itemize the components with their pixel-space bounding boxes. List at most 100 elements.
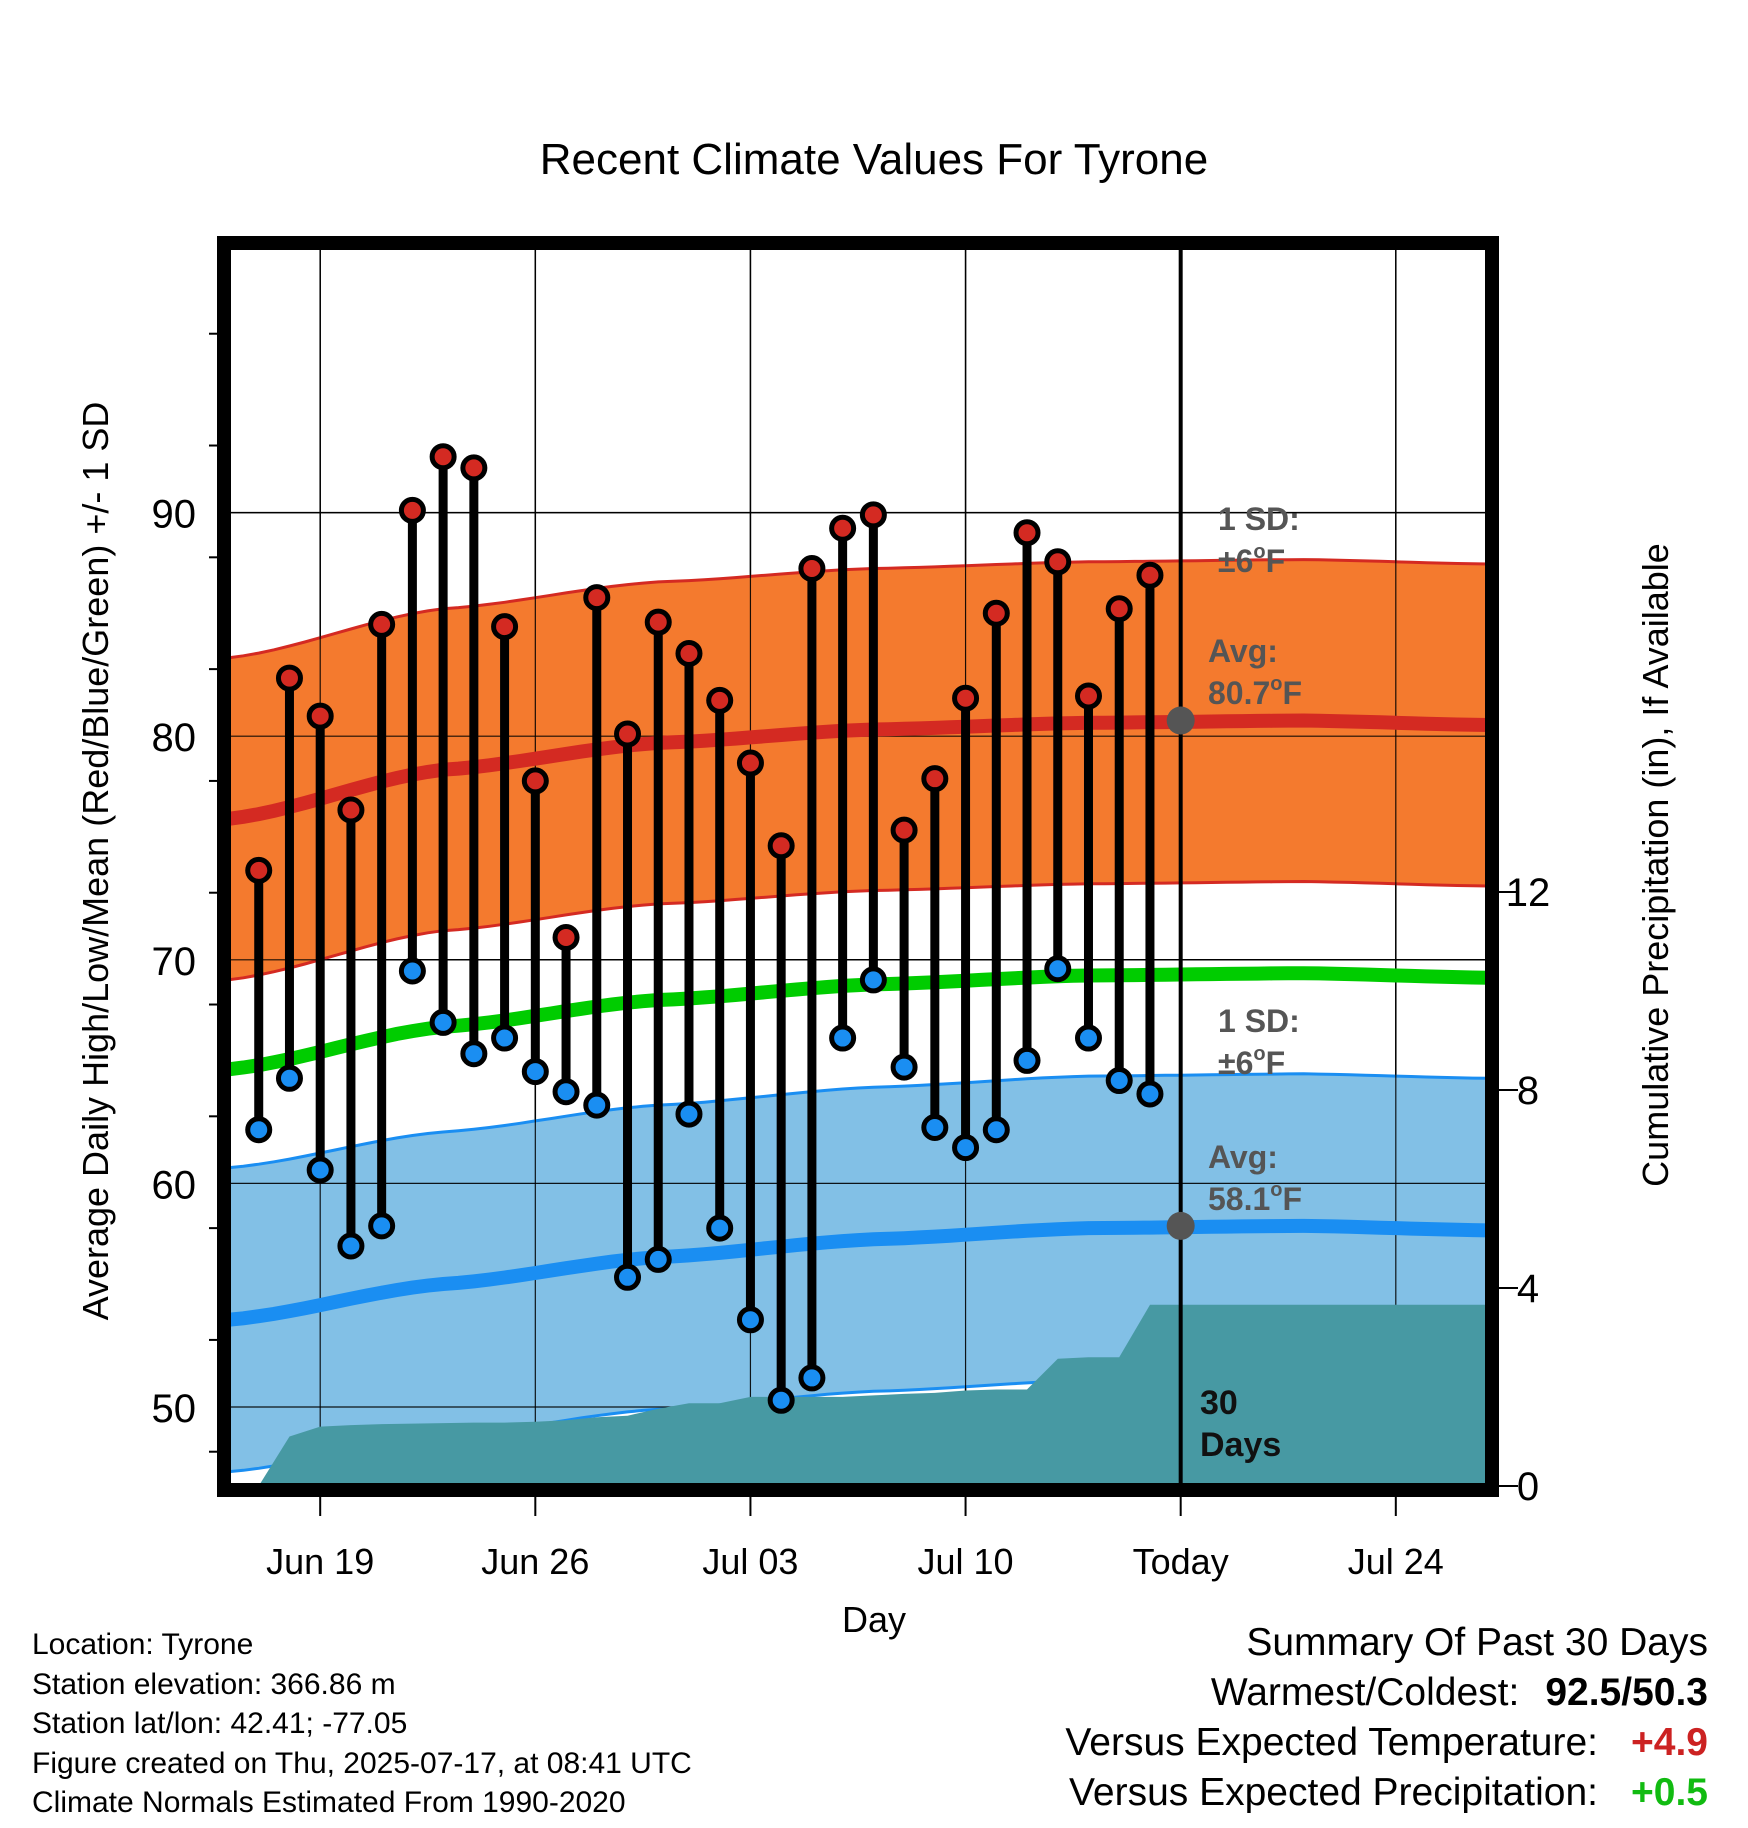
daily-low-point [337,1232,365,1260]
high-avg-label-1: Avg: [1208,633,1278,669]
x-tick-label: Today [1133,1541,1229,1582]
x-tick-label: Jun 19 [266,1541,374,1582]
y-tick-label: 70 [152,940,197,984]
temp-anomaly-row: Versus Expected Temperature: +4.9 [1065,1718,1708,1768]
x-tick-label: Jul 10 [918,1541,1014,1582]
daily-low-point [398,957,426,985]
precip-anomaly-row: Versus Expected Precipitation: +0.5 [1065,1768,1708,1818]
latlon-text: Station lat/lon: 42.41; -77.05 [32,1707,408,1740]
daily-low-point [982,1116,1010,1144]
days-label-1: 30 [1200,1384,1238,1422]
low-sd-label-1: 1 SD: [1218,1003,1300,1039]
plot-frame [217,236,1499,1497]
y-tick-label: 60 [152,1163,197,1207]
plot-area: 1 SD: ±6oF Avg: 80.7oF 1 SD: ±6oF Avg: 58.1oF 30… [228,247,1488,1486]
elevation-text: Station elevation: 366.86 m [32,1667,396,1701]
daily-high-point [859,501,887,529]
daily-high-point [1136,561,1164,589]
axes: 50 60 70 80 90 0 4 8 12 Jun 19 Jun 26 Jul 03 Jul 10 T… [152,236,1550,1582]
daily-high-point [614,720,642,748]
daily-low-point [614,1263,642,1291]
normal-high-line [228,713,1488,826]
daily-low-point [275,1064,303,1092]
daily-high-point [552,923,580,951]
daily-low-point [521,1058,549,1086]
daily-low-point [1044,955,1072,983]
daily-high-point [1013,519,1041,547]
daily-high-point [890,816,918,844]
x-tick-label: Jul 03 [702,1541,798,1582]
warmest-coldest-row: Warmest/Coldest: 92.5/50.3 [1065,1668,1708,1718]
daily-low-point [644,1245,672,1273]
y2-tick-label: 8 [1517,1069,1539,1113]
high-avg-label-2: 80.7oF [1208,673,1302,711]
low-avg-label-1: Avg: [1208,1139,1278,1175]
daily-low-point [675,1100,703,1128]
normal-low-line [228,1218,1488,1327]
daily-low-point [798,1364,826,1392]
chart-title: Recent Climate Values For Tyrone [540,135,1208,184]
temp-anomaly-value: +4.9 [1631,1721,1708,1764]
y2-tick-label: 0 [1517,1465,1539,1509]
high-avg-marker [1166,706,1195,735]
high-sd-label-1: 1 SD: [1218,501,1300,537]
x-tick-label: Jul 24 [1348,1541,1444,1582]
daily-high-point [368,610,396,638]
plot-content: 1 SD: ±6oF Avg: 80.7oF 1 SD: ±6oF Avg: 58.1oF 30… [228,247,1488,1486]
daily-high-point [275,664,303,692]
daily-high-point [767,832,795,860]
daily-low-point [859,966,887,994]
summary-panel: Summary Of Past 30 Days Warmest/Coldest:… [1065,1618,1708,1818]
y-axis-label: Average Daily High/Low/Mean (Red/Blue/Gr… [75,402,116,1321]
daily-high-point [583,584,611,612]
daily-low-point [767,1386,795,1414]
daily-high-point [921,765,949,793]
daily-high-point [675,639,703,667]
y2-tick-label: 4 [1517,1267,1539,1311]
daily-low-point [1136,1080,1164,1108]
y2-axis-label: Cumulative Precipitation (in), If Availa… [1635,543,1676,1187]
daily-high-point [1074,682,1102,710]
daily-high-point [429,443,457,471]
daily-high-point [952,684,980,712]
daily-high-point [337,796,365,824]
station-info: Location: Tyrone Station elevation: 366.… [32,1625,692,1823]
daily-low-point [952,1134,980,1162]
x-axis-label: Day [842,1599,906,1640]
daily-high-point [521,767,549,795]
days-label-2: Days [1200,1426,1281,1464]
high-sd-label-2: ±6oF [1218,541,1285,579]
daily-low-point [706,1214,734,1242]
daily-low-point [829,1024,857,1052]
daily-high-point [398,496,426,524]
daily-low-point [552,1078,580,1106]
slash: / [1621,1671,1633,1714]
daily-high-point [1044,548,1072,576]
daily-high-point [644,608,672,636]
daily-high-point [1105,595,1133,623]
created-text: Figure created on Thu, 2025-07-17, at 08… [32,1746,692,1780]
high-sd-band [228,558,1488,982]
daily-low-point [890,1053,918,1081]
y-tick-label: 90 [152,493,197,537]
daily-high-point [306,702,334,730]
low-avg-label-2: 58.1oF [1208,1179,1302,1217]
daily-low-point [306,1156,334,1184]
warmest-value: 92.5 [1545,1671,1622,1714]
daily-low-point [1105,1067,1133,1095]
daily-high-point [491,613,519,641]
low-sd-label-2: ±6oF [1218,1043,1285,1081]
daily-low-point [583,1091,611,1119]
location-text: Location: Tyrone [32,1628,254,1661]
x-tick-label: Jun 26 [481,1541,589,1582]
daily-high-point [982,599,1010,627]
daily-low-point [491,1024,519,1052]
daily-high-point [798,555,826,582]
daily-low-point [429,1008,457,1036]
daily-high-point [736,749,764,777]
y-tick-label: 80 [152,716,197,760]
summary-title: Summary Of Past 30 Days [1246,1621,1708,1664]
normals-text: Climate Normals Estimated From 1990-2020 [32,1786,626,1819]
daily-high-point [829,514,857,542]
